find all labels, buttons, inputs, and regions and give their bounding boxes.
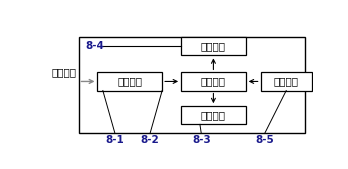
Text: 存储模块: 存储模块 (201, 41, 226, 51)
Bar (181, 106, 246, 124)
Text: 解析模块: 解析模块 (117, 76, 142, 86)
Text: 计算模块: 计算模块 (274, 76, 299, 86)
Text: 8-1: 8-1 (105, 135, 124, 145)
Text: 8-4: 8-4 (85, 41, 104, 51)
Text: 8-2: 8-2 (141, 135, 159, 145)
Bar (79, 37, 305, 134)
Bar (181, 37, 246, 55)
Text: 数据输入: 数据输入 (52, 67, 77, 77)
Bar (261, 72, 312, 91)
Bar (181, 72, 246, 91)
Text: 显示模块: 显示模块 (201, 110, 226, 120)
Bar (97, 72, 162, 91)
Text: 8-3: 8-3 (192, 135, 211, 145)
Text: 8-5: 8-5 (255, 135, 274, 145)
Text: 控制模块: 控制模块 (201, 76, 226, 86)
